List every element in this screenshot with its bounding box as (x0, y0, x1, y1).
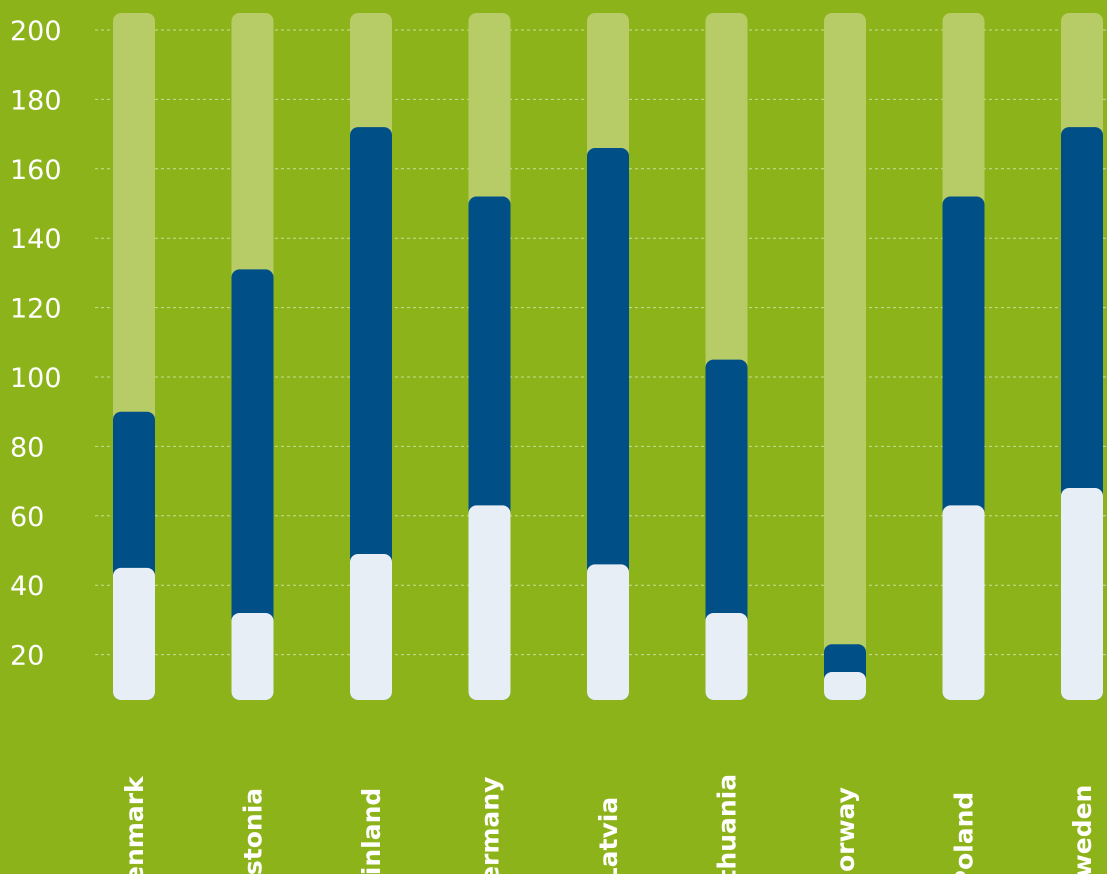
x-category-label: Latvia (594, 797, 623, 874)
bar-segment-2 (587, 147, 629, 701)
bar-group-denmark (113, 13, 155, 700)
bar-segment-1 (468, 505, 511, 700)
x-axis-categories: Denmark Estonia Finland Germany Latvia Lithua… (120, 774, 1097, 874)
bar-segment-1 (113, 567, 155, 700)
y-tick-label-180: 180 (10, 85, 62, 116)
y-tick-label-160: 160 (10, 155, 62, 186)
bar-group-sweden (1061, 13, 1103, 700)
x-category-label: Poland (950, 792, 979, 874)
bars (113, 13, 1103, 701)
y-tick-label-120: 120 (10, 294, 62, 325)
bar-group-finland (350, 13, 392, 700)
bar-segment-1 (587, 564, 629, 700)
bar-segment-2 (231, 269, 274, 700)
bar-segment-1 (824, 671, 866, 700)
y-axis-ticks: 20 40 60 80 100 120 140 160 180 200 (10, 16, 62, 672)
x-category-label: Finland (357, 788, 386, 874)
x-category-label: Norway (831, 787, 860, 874)
bar-group-lithuania (705, 13, 748, 700)
x-category-label: Lithuania (713, 774, 742, 874)
x-category-label: Sweden (1068, 785, 1097, 874)
x-category-label: Denmark (120, 775, 149, 874)
bar-segment-1 (231, 612, 274, 700)
y-tick-label-40: 40 (10, 571, 44, 602)
bar-segment-1 (1061, 488, 1103, 700)
bar-group-latvia (587, 13, 629, 701)
y-tick-label-100: 100 (10, 363, 62, 394)
bar-segment-1 (350, 553, 392, 700)
bar-segment-1 (705, 612, 748, 700)
y-tick-label-80: 80 (10, 432, 44, 463)
bar-group-germany (468, 13, 511, 700)
bar-group-estonia (231, 13, 274, 700)
bar-segment-1 (942, 505, 985, 700)
y-tick-label-60: 60 (10, 502, 44, 533)
y-tick-label-200: 200 (10, 16, 62, 47)
bar-group-norway (824, 13, 866, 700)
y-tick-label-20: 20 (10, 641, 44, 672)
x-category-label: Germany (476, 777, 505, 874)
x-category-label: Estonia (239, 788, 268, 874)
y-tick-label-140: 140 (10, 224, 62, 255)
bar-track (824, 13, 866, 700)
bar-group-poland (942, 13, 985, 700)
